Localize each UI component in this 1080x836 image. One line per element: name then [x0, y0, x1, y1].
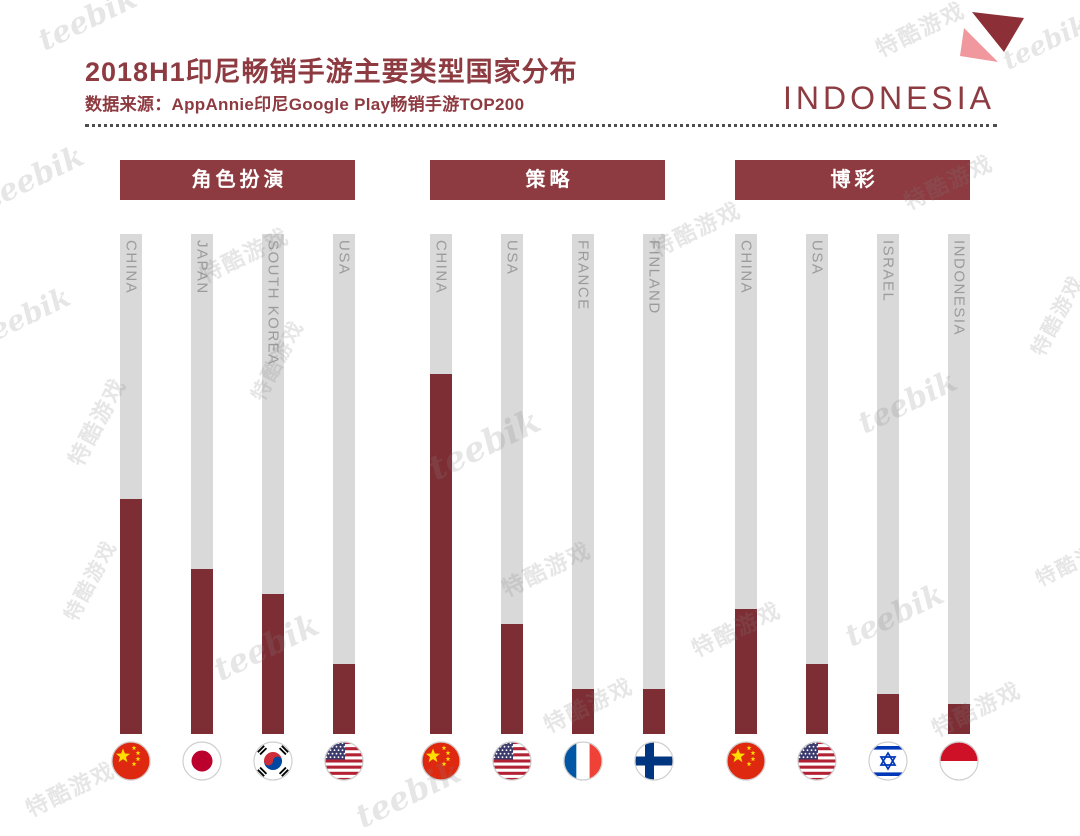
bar-fill	[501, 624, 523, 734]
flag-slot	[492, 741, 532, 781]
bar-fill	[572, 689, 594, 734]
bar-country-label: CHINA	[122, 240, 140, 295]
bar-country-label: JAPAN	[193, 240, 211, 295]
brand-wordmark: INDONESIA	[782, 80, 995, 116]
flag-south-korea-icon	[253, 741, 293, 781]
flag-row	[726, 741, 979, 781]
bar-fill	[948, 704, 970, 734]
bar-column: USA	[501, 234, 523, 734]
chart-group-1: 角色扮演 CHINA JAPAN SOUTH KOREA USA	[111, 160, 364, 781]
bar-fill	[120, 499, 142, 734]
flag-slot	[421, 741, 461, 781]
bar-fill	[333, 664, 355, 734]
flag-japan-icon	[182, 741, 222, 781]
flag-slot	[182, 741, 222, 781]
bar-fill	[430, 374, 452, 734]
divider-dotted-line	[85, 124, 997, 127]
bar-column: INDONESIA	[948, 234, 970, 734]
flag-israel-icon	[868, 741, 908, 781]
flag-china-icon	[726, 741, 766, 781]
flag-slot	[324, 741, 364, 781]
bar-column: SOUTH KOREA	[262, 234, 284, 734]
bar-column: FRANCE	[572, 234, 594, 734]
bar-country-label: USA	[808, 240, 826, 276]
flag-china-icon	[421, 741, 461, 781]
category-header: 策略	[430, 160, 665, 200]
flag-row	[421, 741, 674, 781]
bar-columns: CHINA USA ISRAEL INDONESIA	[735, 234, 970, 734]
bar-country-label: FINLAND	[645, 240, 663, 315]
flag-usa-icon	[324, 741, 364, 781]
bar-country-label: USA	[335, 240, 353, 276]
bar-fill	[262, 594, 284, 734]
flag-finland-icon	[634, 741, 674, 781]
category-header: 角色扮演	[120, 160, 355, 200]
bar-country-label: INDONESIA	[950, 240, 968, 337]
bar-fill	[806, 664, 828, 734]
bar-column: USA	[806, 234, 828, 734]
category-header: 博彩	[735, 160, 970, 200]
bar-column: JAPAN	[191, 234, 213, 734]
flag-slot	[868, 741, 908, 781]
flag-slot	[939, 741, 979, 781]
bar-column: CHINA	[120, 234, 142, 734]
bar-country-label: CHINA	[737, 240, 755, 295]
flag-slot	[726, 741, 766, 781]
flag-france-icon	[563, 741, 603, 781]
data-source-label: 数据来源：AppAnnie印尼Google Play畅销手游TOP200	[85, 95, 525, 114]
bar-fill	[643, 689, 665, 734]
chart-group-2: 策略 CHINA USA FRANCE FINLAND	[421, 160, 674, 781]
flag-usa-icon	[492, 741, 532, 781]
brand-logo-icon	[960, 12, 1024, 62]
bar-column: USA	[333, 234, 355, 734]
bar-country-label: FRANCE	[574, 240, 592, 311]
bar-country-label: ISRAEL	[879, 240, 897, 303]
flag-row	[111, 741, 364, 781]
chart-group-3: 博彩 CHINA USA ISRAEL INDONESIA	[726, 160, 979, 781]
bar-country-label: USA	[503, 240, 521, 276]
flag-slot	[634, 741, 674, 781]
flag-slot	[797, 741, 837, 781]
bar-column: CHINA	[430, 234, 452, 734]
bar-columns: CHINA USA FRANCE FINLAND	[430, 234, 665, 734]
bar-fill	[191, 569, 213, 734]
bar-fill	[877, 694, 899, 734]
flag-slot	[111, 741, 151, 781]
bar-column: CHINA	[735, 234, 757, 734]
bar-fill	[735, 609, 757, 734]
flag-china-icon	[111, 741, 151, 781]
bar-column: FINLAND	[643, 234, 665, 734]
bar-country-label: SOUTH KOREA	[264, 240, 282, 366]
flag-indonesia-icon	[939, 741, 979, 781]
page-title: 2018H1印尼畅销手游主要类型国家分布	[85, 57, 578, 87]
flag-usa-icon	[797, 741, 837, 781]
bar-column: ISRAEL	[877, 234, 899, 734]
flag-slot	[253, 741, 293, 781]
flag-slot	[563, 741, 603, 781]
bar-columns: CHINA JAPAN SOUTH KOREA USA	[120, 234, 355, 734]
bar-country-label: CHINA	[432, 240, 450, 295]
